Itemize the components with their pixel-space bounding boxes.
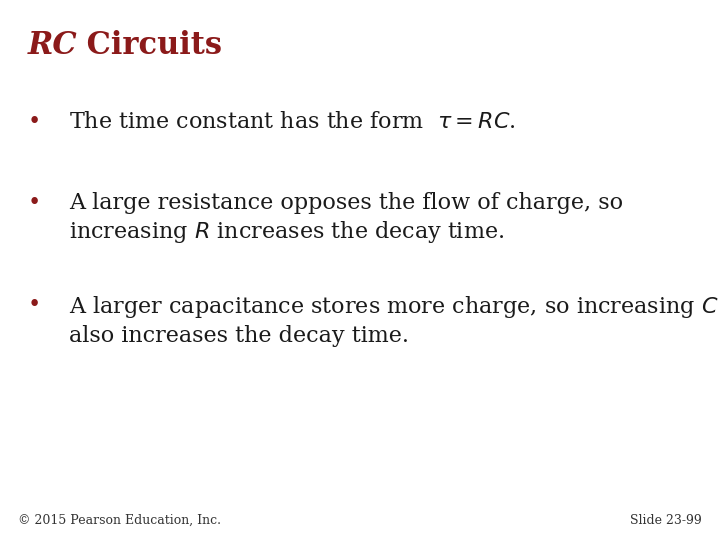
Text: A large resistance opposes the flow of charge, so
increasing $R$ increases the d: A large resistance opposes the flow of c…: [69, 192, 624, 245]
Text: Slide 23-99: Slide 23-99: [630, 514, 702, 526]
Text: RC: RC: [27, 30, 77, 60]
Text: A larger capacitance stores more charge, so increasing $C$
also increases the de: A larger capacitance stores more charge,…: [69, 294, 719, 347]
Text: © 2015 Pearson Education, Inc.: © 2015 Pearson Education, Inc.: [18, 514, 221, 526]
Text: •: •: [27, 111, 40, 133]
Text: •: •: [27, 192, 40, 214]
Text: •: •: [27, 294, 40, 316]
Text: Circuits: Circuits: [76, 30, 222, 60]
Text: The time constant has the form  $\tau = RC$.: The time constant has the form $\tau = R…: [69, 111, 516, 133]
